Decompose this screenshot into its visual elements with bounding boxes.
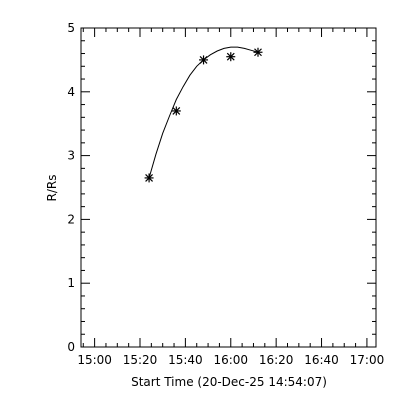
- y-tick-label: 5: [67, 21, 75, 35]
- x-tick-label: 16:20: [259, 353, 294, 367]
- data-point-asterisk: [253, 47, 263, 57]
- data-points: [144, 47, 263, 183]
- y-tick-labels: 0 1 2 3 4 5: [67, 21, 75, 354]
- x-tick-label: 17:00: [350, 353, 385, 367]
- y-tick-label: 2: [67, 212, 75, 226]
- y-tick-label: 0: [67, 340, 75, 354]
- x-tick-label: 15:00: [77, 353, 112, 367]
- data-point-asterisk: [171, 106, 181, 116]
- axis-ticks: [81, 27, 376, 348]
- y-tick-label: 3: [67, 149, 75, 163]
- y-tick-label: 1: [67, 276, 75, 290]
- x-tick-label: 15:20: [123, 353, 158, 367]
- y-axis-label: R/Rs: [45, 175, 59, 202]
- asterisk-stroke: [172, 107, 181, 115]
- x-tick-label: 16:40: [304, 353, 339, 367]
- x-tick-label: 16:00: [213, 353, 248, 367]
- asterisk-stroke: [145, 174, 154, 182]
- data-point-asterisk: [226, 52, 236, 62]
- x-tick-labels: 15:00 15:20 15:40 16:00 16:20 16:40 17:00: [77, 353, 384, 367]
- x-tick-label: 15:40: [168, 353, 203, 367]
- y-tick-label: 4: [67, 85, 75, 99]
- asterisk-stroke: [226, 52, 235, 61]
- asterisk-stroke: [254, 48, 262, 57]
- asterisk-stroke: [199, 55, 208, 64]
- fit-curve: [148, 46, 259, 179]
- data-point-asterisk: [199, 55, 209, 65]
- data-point-asterisk: [144, 173, 154, 183]
- x-axis-label: Start Time (20-Dec-25 14:54:07): [131, 375, 327, 389]
- plot-frame: [80, 27, 377, 348]
